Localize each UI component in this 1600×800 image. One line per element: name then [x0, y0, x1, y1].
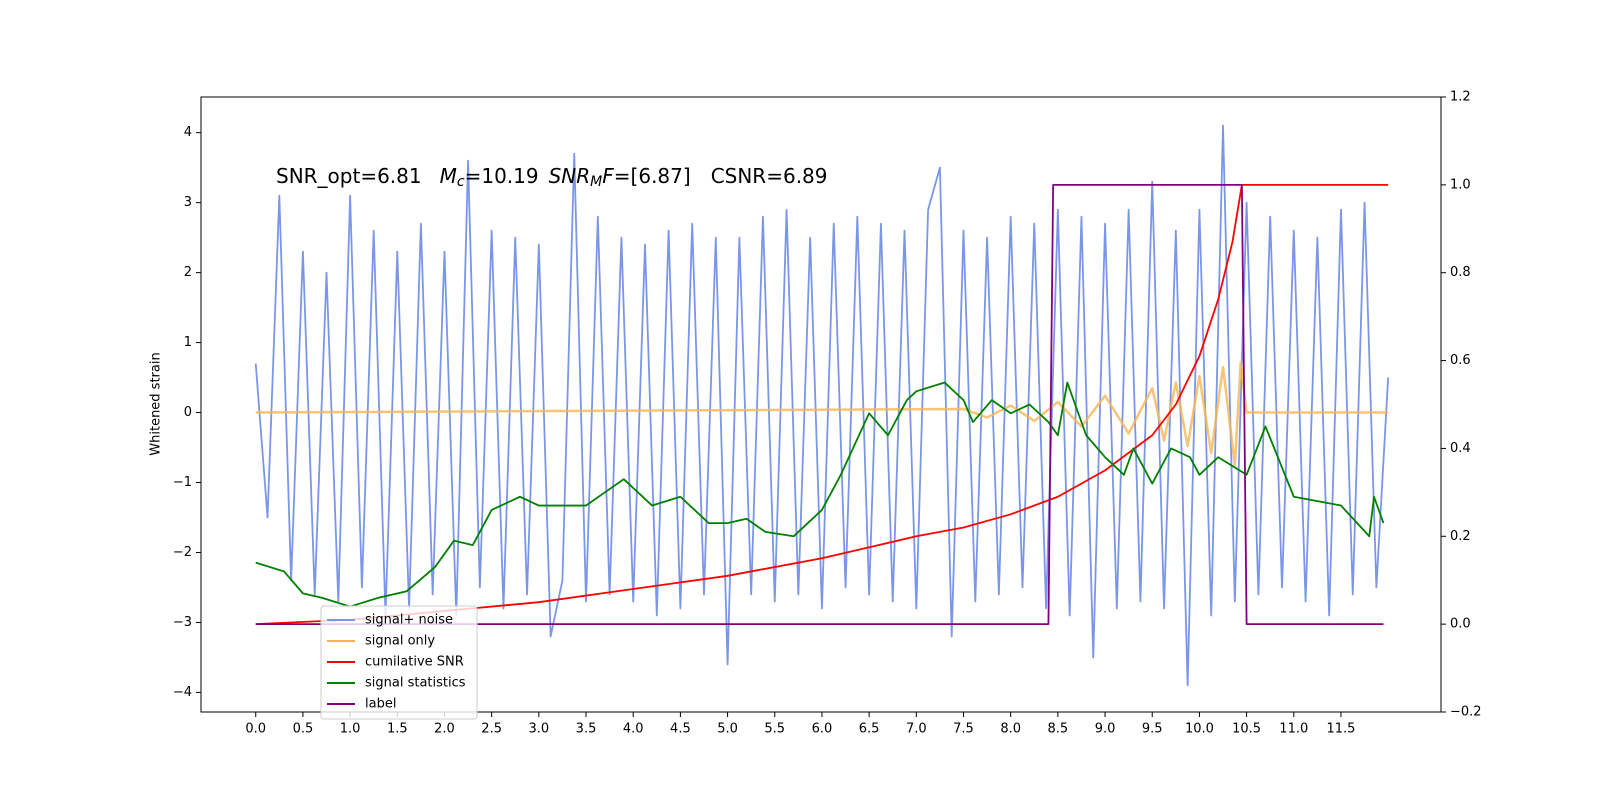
y2-tick-label: 0.2 — [1450, 529, 1471, 544]
annotation-part: CSNR=6.89 — [711, 164, 828, 188]
annotation-part: M — [590, 174, 602, 190]
plot-area — [254, 124, 1390, 687]
x-tick-label: 9.5 — [1142, 722, 1163, 737]
annotation-part: SNR — [549, 164, 591, 188]
y-tick-label: 1 — [184, 335, 192, 350]
annotation-part: SNR_opt=6.81 — [276, 164, 422, 188]
y2-tick-label: 0.4 — [1450, 441, 1471, 456]
x-tick-label: 6.0 — [812, 722, 833, 737]
x-tick-label: 1.5 — [387, 722, 408, 737]
series-line — [255, 381, 1385, 608]
x-tick-label: 0.5 — [293, 722, 314, 737]
legend-label: signal only — [365, 634, 435, 649]
x-tick-label: 2.5 — [481, 722, 502, 737]
annotation-part: M — [440, 164, 457, 188]
x-tick-label: 7.0 — [906, 722, 927, 737]
annotation-part: =10.19 — [465, 164, 539, 188]
legend-box — [320, 605, 478, 720]
y-axis-label: Whitened strain — [149, 352, 164, 455]
annotation-part: c — [457, 174, 465, 190]
y2-tick-label: 1.0 — [1450, 177, 1471, 192]
x-tick-label: 9.0 — [1095, 722, 1116, 737]
x-tick-label: 8.0 — [1000, 722, 1021, 737]
y2-tick-label: 0.0 — [1450, 617, 1471, 632]
annotation-part: F — [602, 164, 614, 188]
legend-label: cumilative SNR — [365, 655, 464, 670]
y-tick-label: 2 — [184, 265, 192, 280]
y-tick-label: −2 — [173, 545, 192, 560]
x-tick-label: 6.5 — [859, 722, 880, 737]
x-tick-label: 10.5 — [1232, 722, 1261, 737]
x-tick-label: 5.5 — [764, 722, 785, 737]
legend-label: signal statistics — [365, 676, 466, 691]
x-tick-label: 4.0 — [623, 722, 644, 737]
y2-tick-label: 1.2 — [1450, 90, 1471, 105]
series-line — [255, 183, 1389, 626]
y-tick-label: −1 — [173, 475, 192, 490]
x-tick-label: 10.0 — [1185, 722, 1214, 737]
annotation-part: =[6.87] — [614, 164, 691, 188]
series-line — [255, 183, 1384, 626]
x-tick-label: 1.0 — [340, 722, 361, 737]
y2-tick-label: 0.8 — [1450, 265, 1471, 280]
series-line — [255, 360, 1389, 467]
x-tick-label: 3.0 — [528, 722, 549, 737]
x-tick-label: 11.5 — [1326, 722, 1355, 737]
x-tick-label: 11.0 — [1279, 722, 1308, 737]
y-tick-label: 0 — [184, 405, 192, 420]
y-tick-label: 4 — [184, 125, 192, 140]
y-tick-label: −4 — [173, 685, 192, 700]
y2-tick-label: 0.6 — [1450, 353, 1471, 368]
x-tick-label: 4.5 — [670, 722, 691, 737]
y2-tick-label: −0.2 — [1450, 705, 1482, 720]
x-tick-label: 0.0 — [245, 722, 266, 737]
x-tick-label: 8.5 — [1048, 722, 1069, 737]
x-tick-label: 3.5 — [576, 722, 597, 737]
axes-frame — [200, 96, 1442, 713]
legend-label: signal+ noise — [365, 613, 453, 628]
y-tick-label: 3 — [184, 195, 192, 210]
x-tick-label: 5.0 — [717, 722, 738, 737]
legend-label: label — [365, 697, 396, 712]
y-tick-label: −3 — [173, 615, 192, 630]
annotation: SNR_opt=6.81 Mc=10.19 SNRMF=[6.87] CSNR=6.8… — [276, 164, 828, 191]
x-tick-label: 2.0 — [434, 722, 455, 737]
x-tick-label: 7.5 — [953, 722, 974, 737]
series-line — [254, 124, 1390, 687]
